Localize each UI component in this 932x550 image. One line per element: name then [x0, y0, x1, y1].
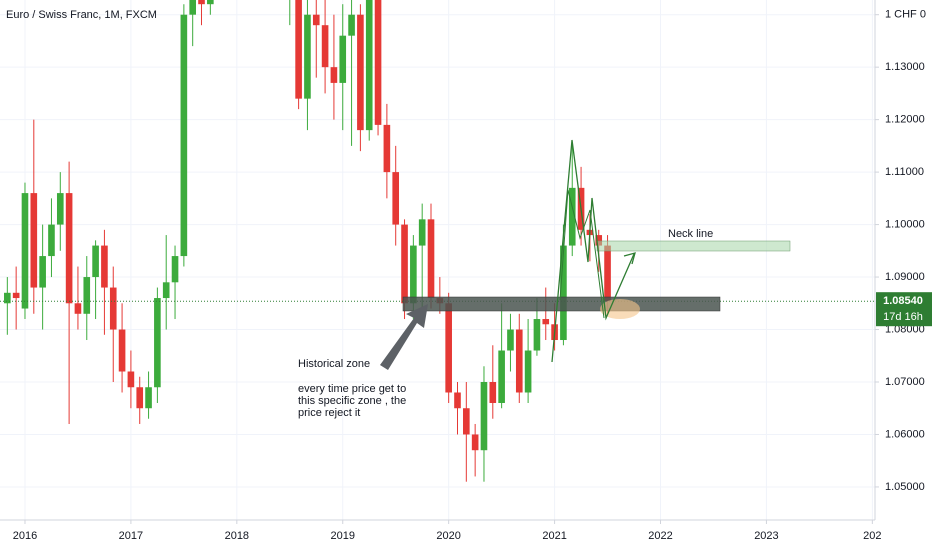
- candle-body: [427, 219, 435, 299]
- time-axis: [0, 520, 932, 550]
- drawings: Neck line Historical zone every time pri…: [298, 139, 791, 419]
- candle-body: [507, 329, 514, 351]
- candle-body: [524, 350, 532, 393]
- candle-body: [4, 292, 11, 304]
- x-tick-label: 2021: [542, 530, 566, 542]
- candle-body: [330, 67, 338, 83]
- x-tick-label: 2023: [754, 530, 778, 542]
- x-tick-label: 202: [863, 530, 881, 542]
- candle-body: [136, 387, 144, 409]
- highlight-ellipse: [600, 299, 640, 319]
- axes: 1.05000 1.06000 1.07000 1.08000 1.09000 1.100…: [13, 9, 932, 542]
- candle-body: [604, 245, 611, 302]
- y-tick-label: 1.12000: [885, 114, 925, 126]
- candle-body: [339, 35, 347, 83]
- candle-body: [383, 124, 391, 173]
- candle-body: [12, 292, 20, 299]
- candles: [0, 0, 875, 482]
- candle-body: [392, 172, 400, 225]
- x-tick-label: 2022: [648, 530, 672, 542]
- candle-body: [374, 0, 382, 125]
- candle-body: [92, 245, 99, 278]
- zone-note: this specific zone , the: [298, 395, 406, 407]
- candle-body: [162, 282, 170, 299]
- candle-body: [109, 287, 117, 330]
- x-tick-label: 2017: [119, 530, 143, 542]
- x-tick-label: 2019: [331, 530, 355, 542]
- price-axis: [875, 0, 932, 550]
- last-price-box: [876, 292, 932, 327]
- y-tick-label: 1.09000: [885, 271, 925, 283]
- y-tick-label: 1.13000: [885, 61, 925, 73]
- candle-body: [463, 408, 470, 435]
- candle-body: [365, 0, 373, 131]
- candle-body: [154, 298, 161, 388]
- neck-label: Neck line: [668, 228, 713, 240]
- x-tick-label: 2020: [436, 530, 460, 542]
- zone-note: every time price get to: [298, 383, 406, 395]
- y-tick-label: 1.07000: [885, 376, 925, 388]
- candle-body: [39, 256, 46, 288]
- candle-body: [171, 256, 179, 283]
- candle-body: [83, 277, 91, 314]
- x-tick-label: 2018: [225, 530, 249, 542]
- candle-body: [560, 245, 567, 341]
- candle-body: [357, 14, 364, 131]
- candle-body: [568, 187, 576, 246]
- candle-body: [348, 14, 355, 36]
- y-tick-label: 1.06000: [885, 428, 925, 440]
- x-tick-label: 2016: [13, 530, 37, 542]
- candle-body: [118, 329, 126, 372]
- candle-body: [445, 303, 452, 393]
- candle-body: [418, 219, 426, 246]
- last-price-label: 1.08540: [883, 295, 923, 307]
- neck-line-box: [596, 240, 791, 252]
- countdown-label: 17d 16h: [883, 311, 923, 323]
- candle-body: [498, 350, 505, 403]
- pattern-arrowhead: [623, 252, 636, 265]
- candle-body: [312, 14, 320, 26]
- historical-zone-box: [402, 296, 721, 312]
- y-tick-label: 1.05000: [885, 481, 925, 493]
- y-tick-label: 1.08000: [885, 323, 925, 335]
- candle-body: [65, 193, 73, 304]
- candle-body: [56, 193, 64, 225]
- candle-body: [321, 25, 329, 68]
- candle-body: [30, 193, 38, 288]
- candle-body: [542, 319, 550, 325]
- zone-arrow: [380, 304, 428, 370]
- candle-body: [21, 193, 29, 309]
- pattern-line: [551, 139, 635, 363]
- candle-body: [401, 224, 408, 304]
- candle-body: [207, 0, 214, 5]
- candle-body: [295, 0, 302, 99]
- candle-body: [480, 381, 488, 451]
- y-tick-label: 1 CHF 0: [885, 9, 926, 21]
- candle-body: [74, 303, 82, 314]
- candle-body: [515, 329, 523, 393]
- candle-body: [198, 0, 205, 5]
- candle-body: [410, 245, 417, 304]
- zone-note: price reject it: [298, 407, 360, 419]
- candle-body: [145, 387, 152, 409]
- candle-body: [454, 392, 461, 409]
- candle-body: [533, 319, 541, 351]
- candle-body: [489, 381, 497, 403]
- candle-body: [101, 245, 108, 288]
- pattern-line: [559, 189, 605, 319]
- candle-body: [595, 235, 603, 246]
- y-tick-label: 1.10000: [885, 218, 925, 230]
- candle-body: [471, 434, 479, 451]
- candle-body: [304, 14, 311, 99]
- candle-body: [127, 371, 135, 388]
- zone-label: Historical zone: [298, 358, 370, 370]
- y-tick-label: 1.11000: [885, 166, 924, 178]
- candle-body: [180, 14, 188, 257]
- chart-title: Euro / Swiss Franc, 1M, FXCM: [6, 9, 157, 21]
- candle-body: [189, 0, 196, 15]
- candle-body: [48, 224, 55, 257]
